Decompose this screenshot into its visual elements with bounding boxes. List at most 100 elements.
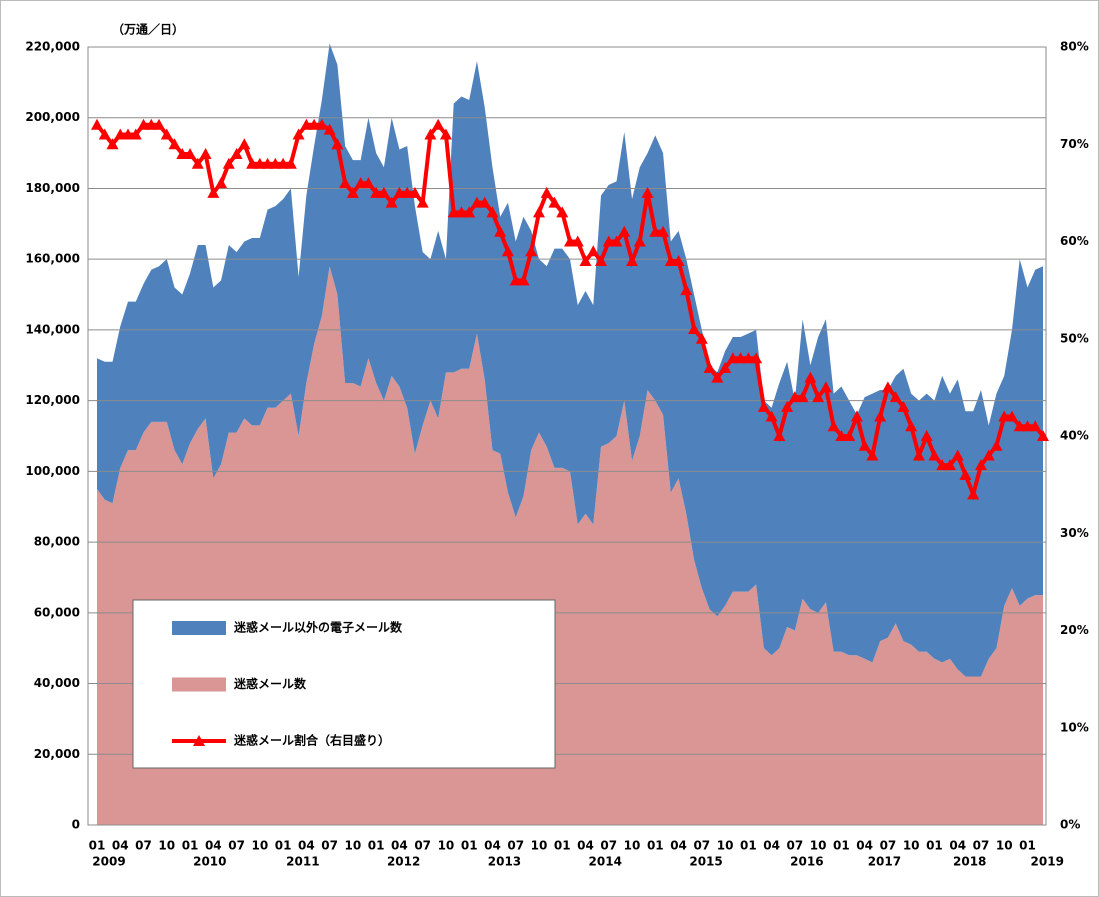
marker: [711, 371, 724, 383]
marker: [145, 118, 158, 130]
marker: [1005, 410, 1018, 422]
marker: [253, 157, 266, 169]
x-tick-label: 07: [414, 839, 431, 853]
marker: [346, 186, 359, 198]
marker: [688, 323, 701, 335]
marker: [765, 410, 778, 422]
marker: [339, 177, 352, 189]
y-tick-label: 0: [72, 818, 80, 832]
marker: [695, 332, 708, 344]
y2-tick-label: 0%: [1060, 818, 1080, 832]
marker: [874, 410, 887, 422]
x-tick-label: 04: [205, 839, 222, 853]
marker: [478, 196, 491, 208]
marker: [238, 138, 251, 150]
marker: [982, 449, 995, 461]
marker: [672, 254, 685, 266]
legend-label: 迷惑メール数: [233, 676, 307, 691]
marker: [912, 449, 925, 461]
x-tick-label: 07: [600, 839, 617, 853]
marker: [959, 468, 972, 480]
y-tick-label: 180,000: [25, 181, 80, 195]
marker: [742, 352, 755, 364]
y-tick-label: 40,000: [34, 676, 80, 690]
x-tick-label: 01: [833, 839, 850, 853]
year-label: 2009: [92, 855, 125, 869]
year-label: 2012: [387, 855, 420, 869]
marker: [819, 381, 832, 393]
marker: [657, 225, 670, 237]
x-tick-label: 01: [1019, 839, 1036, 853]
legend-marker: [193, 735, 205, 746]
x-tick-label: 10: [624, 839, 641, 853]
marker: [920, 430, 933, 441]
marker: [277, 157, 290, 169]
year-label: 2019: [1031, 855, 1064, 869]
marker: [323, 123, 336, 135]
marker: [664, 254, 677, 266]
marker: [261, 157, 274, 169]
x-tick-label: 01: [182, 839, 199, 853]
y-tick-label: 80,000: [34, 535, 80, 549]
marker: [641, 186, 654, 198]
marker: [827, 420, 840, 432]
marker: [532, 206, 545, 218]
y-tick-label: 160,000: [25, 252, 80, 266]
x-tick-label: 04: [112, 839, 129, 853]
year-label: 2015: [689, 855, 722, 869]
marker: [881, 381, 894, 393]
marker: [91, 118, 103, 130]
marker: [843, 430, 856, 441]
marker: [804, 371, 817, 383]
area: [97, 43, 1043, 677]
x-tick-label: 10: [717, 839, 734, 853]
marker: [315, 118, 328, 130]
marker: [153, 118, 166, 130]
marker: [998, 410, 1011, 422]
marker: [579, 254, 592, 266]
marker: [680, 284, 693, 296]
marker: [447, 206, 460, 218]
marker: [370, 186, 383, 198]
marker: [207, 186, 220, 198]
x-tick-label: 04: [856, 839, 873, 853]
marker: [129, 128, 142, 140]
x-tick-label: 04: [298, 839, 315, 853]
x-tick-label: 10: [438, 839, 455, 853]
marker: [556, 206, 569, 218]
x-tick-label: 07: [228, 839, 245, 853]
marker: [408, 186, 421, 198]
x-tick-label: 04: [577, 839, 594, 853]
x-tick-label: 10: [158, 839, 175, 853]
marker: [649, 225, 662, 237]
year-label: 2013: [488, 855, 521, 869]
x-tick-label: 07: [321, 839, 338, 853]
marker: [424, 128, 437, 140]
x-tick-label: 04: [391, 839, 408, 853]
x-tick-label: 04: [484, 839, 501, 853]
y-tick-label: 20,000: [34, 747, 80, 761]
x-tick-label: 10: [345, 839, 362, 853]
x-tick-label: 07: [693, 839, 710, 853]
marker: [494, 225, 507, 237]
marker: [548, 196, 561, 208]
marker: [114, 128, 127, 140]
marker: [540, 186, 553, 198]
year-label: 2010: [193, 855, 226, 869]
marker: [269, 157, 282, 169]
x-tick-label: 04: [670, 839, 687, 853]
y-tick-label: 140,000: [25, 322, 80, 336]
x-tick-label: 07: [973, 839, 990, 853]
unit-label: （万通／日）: [112, 22, 184, 37]
x-tick-label: 01: [461, 839, 478, 853]
marker: [703, 361, 716, 373]
marker: [432, 118, 445, 130]
y-tick-label: 200,000: [25, 110, 80, 124]
marker: [812, 391, 825, 403]
x-tick-label: 01: [554, 839, 571, 853]
marker: [439, 128, 452, 140]
marker: [168, 138, 181, 150]
x-tick-label: 01: [647, 839, 664, 853]
marker: [98, 128, 111, 140]
